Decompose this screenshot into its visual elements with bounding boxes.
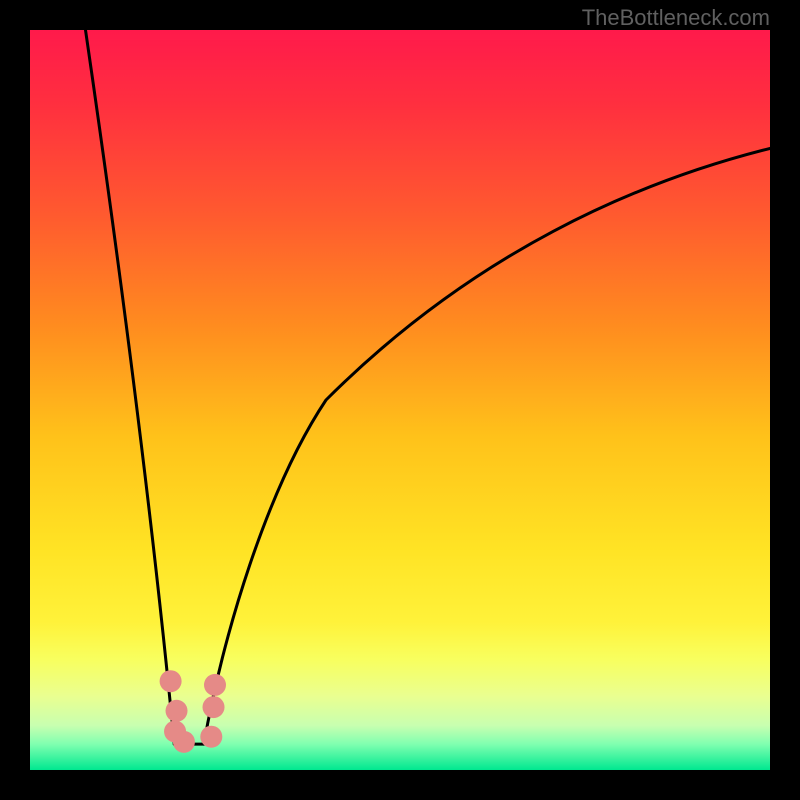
data-point-marker <box>160 670 182 692</box>
data-point-marker <box>200 726 222 748</box>
data-point-marker <box>203 696 225 718</box>
chart-root: TheBottleneck.com <box>0 0 800 800</box>
bottleneck-curve <box>86 30 175 744</box>
data-point-marker <box>173 731 195 753</box>
bottleneck-curve <box>204 148 770 744</box>
watermark-text: TheBottleneck.com <box>582 5 770 31</box>
plot-area <box>30 30 770 770</box>
curve-overlay <box>30 30 770 770</box>
data-point-marker <box>166 700 188 722</box>
data-point-marker <box>204 674 226 696</box>
